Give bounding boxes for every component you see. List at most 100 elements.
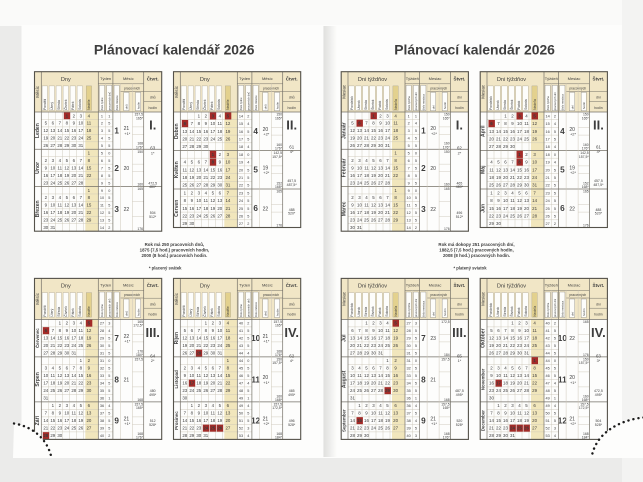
- svg-text:49: 49: [546, 397, 550, 401]
- svg-text:3: 3: [45, 366, 48, 371]
- svg-text:12: 12: [78, 411, 83, 416]
- svg-text:28: 28: [407, 329, 411, 333]
- svg-text:14: 14: [50, 336, 55, 341]
- svg-text:31: 31: [203, 433, 208, 438]
- svg-text:24: 24: [350, 388, 355, 393]
- svg-text:10: 10: [510, 411, 515, 416]
- svg-text:5: 5: [415, 204, 417, 208]
- svg-text:20: 20: [71, 173, 76, 178]
- svg-text:6: 6: [219, 190, 222, 195]
- svg-text:31: 31: [78, 143, 83, 148]
- svg-text:5: 5: [80, 403, 83, 408]
- svg-text:2: 2: [101, 122, 103, 126]
- svg-text:5: 5: [108, 427, 110, 431]
- svg-text:Pondělí: Pondělí: [182, 305, 186, 316]
- svg-text:pracovných dní: pracovných dní: [553, 299, 557, 317]
- svg-text:9: 9: [511, 121, 514, 126]
- svg-text:23: 23: [496, 214, 501, 219]
- svg-text:5: 5: [45, 121, 48, 126]
- svg-text:23: 23: [371, 343, 376, 348]
- svg-text:číslo mesiaca: číslo mesiaca: [561, 94, 565, 111]
- svg-text:Pondělí: Pondělí: [182, 99, 186, 110]
- svg-text:13: 13: [64, 373, 69, 378]
- svg-text:172,5*: 172,5*: [579, 406, 589, 410]
- svg-text:27: 27: [350, 351, 355, 356]
- svg-text:15: 15: [203, 336, 208, 341]
- svg-text:20: 20: [64, 381, 69, 386]
- svg-text:12: 12: [364, 373, 369, 378]
- svg-text:Utorok: Utorok: [357, 100, 361, 110]
- svg-text:160: 160: [583, 394, 589, 398]
- svg-text:14: 14: [407, 226, 411, 230]
- svg-text:8: 8: [533, 366, 536, 371]
- svg-text:5: 5: [108, 137, 110, 141]
- svg-text:4: 4: [247, 122, 249, 126]
- svg-text:pracovních: pracovních: [263, 86, 279, 90]
- svg-text:* platený sviatok: * platený sviatok: [453, 266, 487, 271]
- svg-text:165: 165: [137, 320, 143, 324]
- svg-text:160: 160: [444, 142, 450, 146]
- svg-text:22: 22: [364, 343, 369, 348]
- svg-text:Pondelok: Pondelok: [350, 303, 354, 317]
- svg-text:číslo týdne: číslo týdne: [239, 97, 243, 110]
- svg-text:4: 4: [198, 366, 201, 371]
- svg-text:9: 9: [379, 121, 382, 126]
- svg-text:28: 28: [385, 218, 390, 223]
- svg-text:číslo týždňa: číslo týždňa: [407, 96, 411, 111]
- svg-text:24: 24: [196, 214, 201, 219]
- svg-text:495*: 495*: [595, 393, 603, 397]
- svg-text:Rok má dokopy 251 pracovných d: Rok má dokopy 251 pracovných dní,: [438, 242, 514, 247]
- svg-text:11: 11: [87, 121, 92, 126]
- svg-text:43: 43: [546, 344, 550, 348]
- svg-text:4: 4: [386, 321, 389, 326]
- svg-text:5: 5: [247, 168, 249, 172]
- svg-text:5: 5: [247, 419, 249, 423]
- svg-text:20: 20: [378, 210, 383, 215]
- svg-text:6: 6: [52, 121, 55, 126]
- svg-text:11: 11: [407, 204, 411, 208]
- svg-text:1: 1: [212, 152, 215, 157]
- svg-text:4: 4: [415, 404, 417, 408]
- svg-text:15: 15: [503, 129, 508, 134]
- svg-text:512*: 512*: [149, 215, 157, 219]
- svg-text:23: 23: [524, 175, 529, 180]
- svg-text:11: 11: [100, 204, 104, 208]
- svg-text:495*: 495*: [149, 393, 157, 397]
- svg-text:9: 9: [198, 411, 201, 416]
- svg-text:17: 17: [203, 418, 208, 423]
- svg-text:13: 13: [532, 411, 537, 416]
- svg-text:24: 24: [43, 388, 48, 393]
- svg-text:7: 7: [191, 121, 194, 126]
- svg-text:Pondělí: Pondělí: [43, 305, 47, 316]
- svg-text:25: 25: [182, 183, 187, 188]
- svg-text:Měsíc: Měsíc: [123, 76, 134, 81]
- svg-text:4: 4: [73, 403, 76, 408]
- svg-text:Neděle: Neděle: [87, 306, 91, 317]
- svg-text:17: 17: [43, 381, 48, 386]
- svg-text:528*: 528*: [595, 423, 603, 427]
- svg-text:37: 37: [100, 412, 104, 416]
- svg-text:13: 13: [217, 198, 222, 203]
- svg-text:5: 5: [415, 367, 417, 371]
- svg-text:pracovních dnů: pracovních dnů: [246, 91, 250, 110]
- svg-text:23: 23: [189, 214, 194, 219]
- svg-text:4: 4: [408, 137, 410, 141]
- svg-text:36: 36: [100, 397, 104, 401]
- svg-text:15: 15: [64, 128, 69, 133]
- svg-text:512*: 512*: [456, 215, 464, 219]
- svg-text:13: 13: [86, 411, 91, 416]
- svg-text:12: 12: [43, 128, 48, 133]
- svg-text:24: 24: [378, 343, 383, 348]
- svg-text:14: 14: [217, 373, 222, 378]
- svg-text:33: 33: [407, 374, 411, 378]
- svg-text:9: 9: [504, 411, 507, 416]
- svg-text:17: 17: [546, 138, 550, 142]
- svg-text:28: 28: [510, 183, 515, 188]
- svg-text:15: 15: [371, 128, 376, 133]
- svg-text:18: 18: [57, 173, 62, 178]
- svg-text:19: 19: [203, 381, 208, 386]
- svg-text:24: 24: [225, 175, 230, 180]
- svg-text:12: 12: [86, 328, 91, 333]
- svg-text:28: 28: [50, 351, 55, 356]
- svg-text:pracovních: pracovních: [263, 293, 279, 297]
